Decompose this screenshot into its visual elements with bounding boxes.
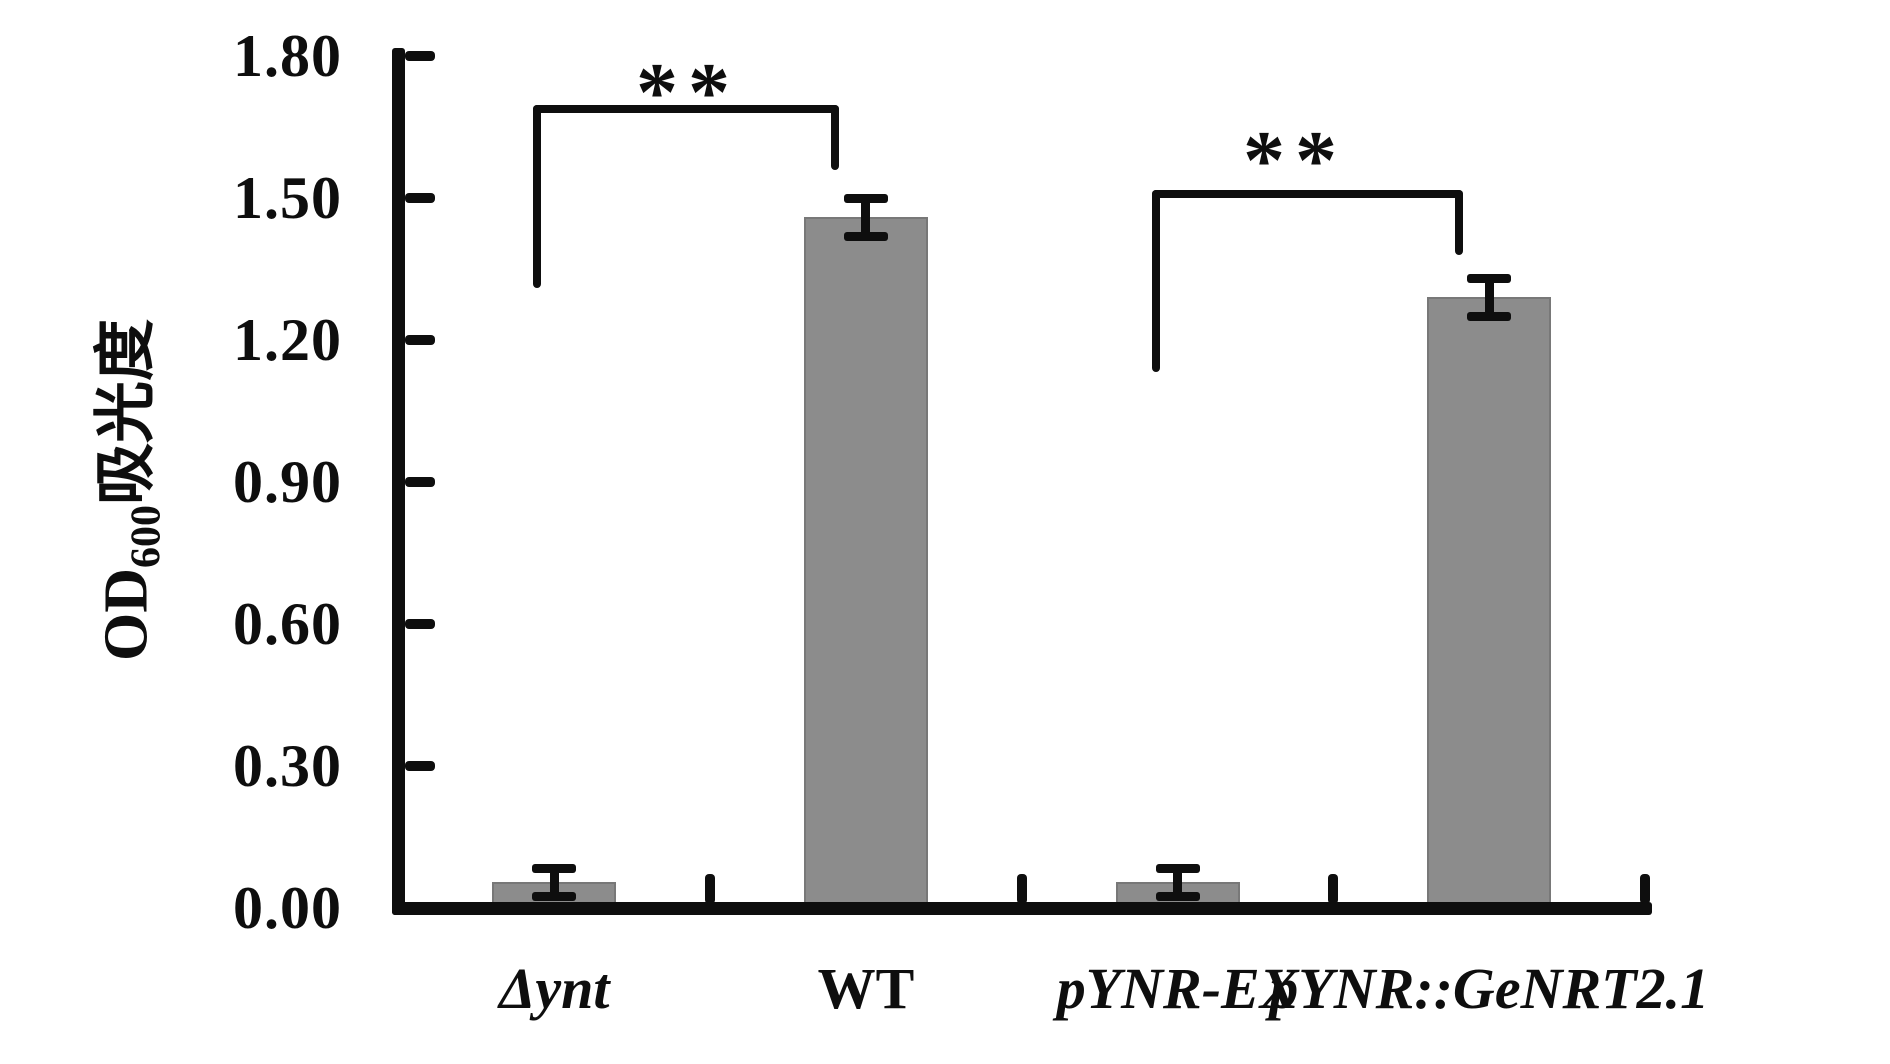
y-axis-tick <box>405 51 435 61</box>
significance-stars: ** <box>1243 114 1347 207</box>
y-tick-label: 1.50 <box>233 165 342 231</box>
error-bar-line <box>1173 867 1183 897</box>
x-axis-label-pYNR-EX: pYNR-EX <box>1056 956 1299 1021</box>
significance-bracket-right-leg <box>831 105 839 170</box>
error-bar-cap-top <box>532 863 577 873</box>
x-axis-tick <box>705 874 716 904</box>
error-bar-line <box>1484 278 1494 317</box>
error-bar-line <box>549 867 559 897</box>
x-axis-label-pYNR::GeNRT2.1: pYNR::GeNRT2.1 <box>1269 956 1710 1021</box>
bar-pYNR::GeNRT2.1 <box>1427 297 1552 914</box>
y-axis-tick <box>405 761 435 771</box>
significance-stars: ** <box>636 46 740 139</box>
y-axis-tick <box>405 193 435 203</box>
x-axis-tick <box>1328 874 1339 904</box>
y-tick-label: 1.80 <box>233 23 342 89</box>
significance-bracket-bar <box>1152 190 1463 198</box>
x-axis-tick <box>1640 874 1650 904</box>
y-axis-tick <box>405 335 435 345</box>
significance-bracket-bar <box>533 105 839 113</box>
error-bar-cap-bottom <box>843 231 888 241</box>
bar-WT <box>803 216 928 914</box>
error-bar-cap-bottom <box>532 892 577 902</box>
significance-bracket-left-leg <box>1152 190 1160 372</box>
significance-bracket-right-leg <box>1455 190 1463 255</box>
error-bar-cap-top <box>843 194 888 203</box>
y-tick-label: 0.00 <box>233 875 342 941</box>
y-tick-label: 1.20 <box>233 307 342 373</box>
y-tick-label: 0.60 <box>233 591 342 657</box>
y-tick-label: 0.90 <box>233 449 342 515</box>
significance-bracket-left-leg <box>533 105 541 288</box>
error-bar-cap-bottom <box>1155 892 1200 902</box>
error-bar-cap-top <box>1155 863 1200 873</box>
y-tick-label: 0.30 <box>233 733 342 799</box>
y-axis-tick <box>405 619 435 629</box>
error-bar-cap-top <box>1467 274 1512 284</box>
error-bar-line <box>861 198 871 236</box>
y-axis-tick <box>405 477 435 487</box>
x-axis-tick <box>1016 874 1027 904</box>
error-bar-cap-bottom <box>1467 312 1512 322</box>
x-axis-label-WT: WT <box>817 956 915 1021</box>
y-axis-line <box>392 48 405 915</box>
x-axis-line <box>392 902 1652 915</box>
x-axis-label-Δynt: Δynt <box>499 956 610 1021</box>
